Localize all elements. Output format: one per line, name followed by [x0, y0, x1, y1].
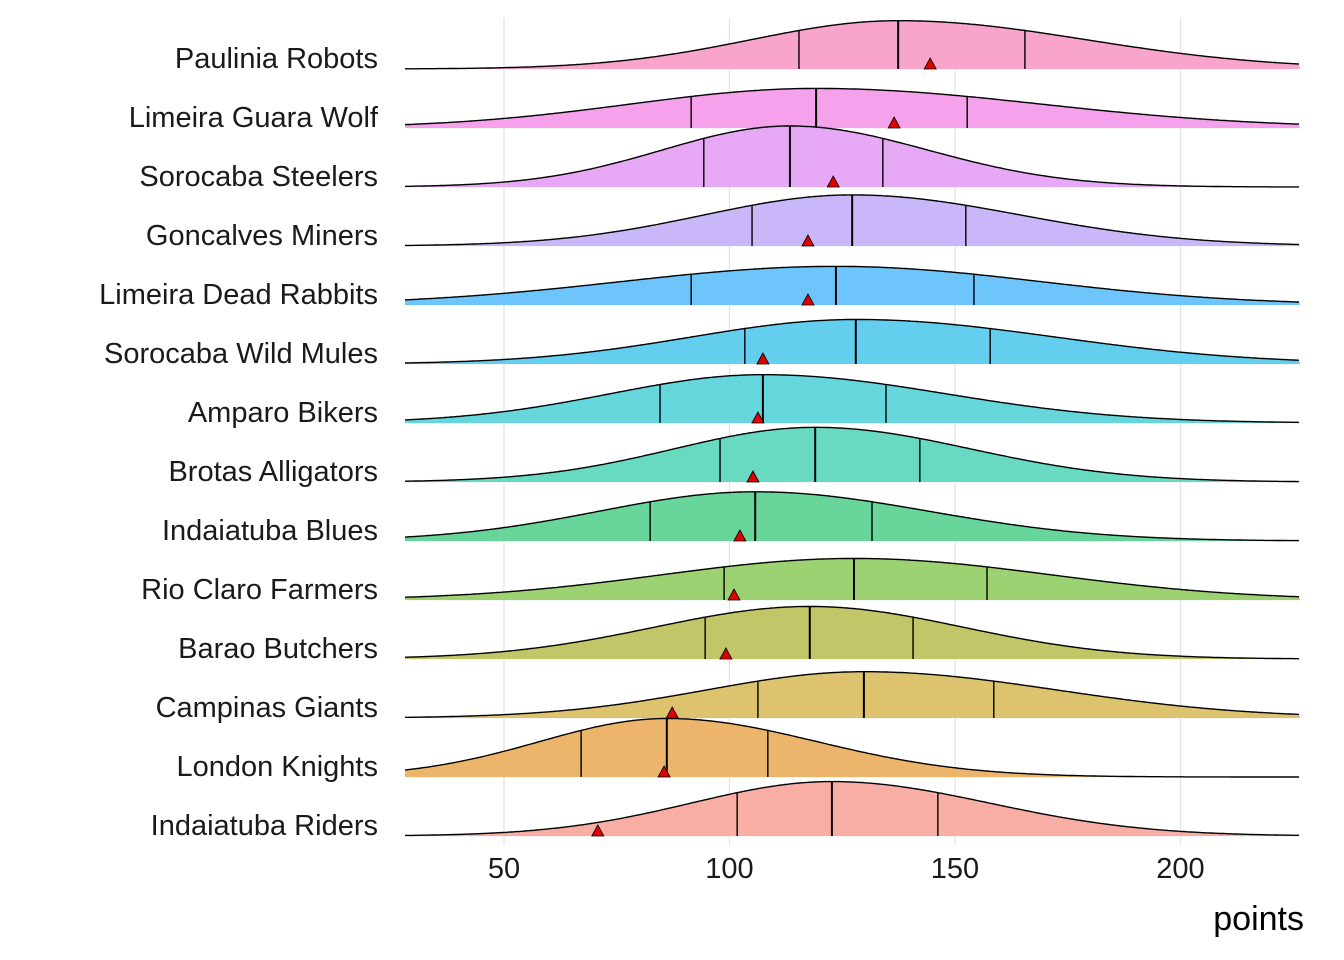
density-area: [405, 88, 1300, 128]
ridge-sorocaba-wild-mules: [404, 318, 1300, 365]
density-outline: [404, 557, 1299, 598]
density-area: [405, 491, 1300, 541]
density-area: [405, 266, 1300, 305]
point-marker: [591, 824, 605, 837]
ridge-limeira-guara-wolf: [404, 87, 1300, 129]
y-tick-label: Indaiatuba Riders: [151, 810, 378, 842]
x-axis-ticks: 50 100 150 200: [488, 853, 1205, 885]
ridge-goncalves-miners: [404, 194, 1300, 247]
density-area: [405, 781, 1300, 836]
density-outline: [404, 605, 1299, 660]
x-tick-label: 100: [705, 853, 753, 885]
density-outline: [404, 780, 1299, 837]
density-area: [405, 374, 1300, 423]
density-outline: [404, 125, 1299, 188]
density-outline: [405, 671, 1300, 718]
density-outline: [405, 20, 1300, 70]
y-tick-label: Amparo Bikers: [188, 397, 378, 429]
y-tick-label: Paulinia Robots: [175, 43, 378, 75]
y-tick-label: Limeira Dead Rabbits: [99, 279, 378, 311]
density-area: [405, 427, 1300, 482]
point-marker: [923, 57, 937, 70]
y-tick-label: Rio Claro Farmers: [141, 574, 378, 606]
point-marker: [887, 116, 901, 129]
y-tick-label: Goncalves Miners: [146, 220, 378, 252]
density-outline: [404, 194, 1300, 247]
y-axis-labels: Paulinia Robots Limeira Guara Wolf Sorocab…: [99, 43, 379, 842]
density-area: [405, 606, 1300, 659]
ridge-indaiatuba-riders: [404, 780, 1300, 837]
density-outline: [404, 318, 1299, 364]
point-marker: [756, 352, 770, 365]
ridge-rio-claro-farmers: [404, 557, 1300, 601]
point-marker: [746, 470, 760, 483]
point-marker: [733, 529, 747, 542]
y-tick-label: Campinas Giants: [156, 692, 378, 724]
ridge-brotas-alligators: [405, 426, 1300, 483]
density-area: [405, 558, 1300, 600]
ridge-limeira-dead-rabbits: [404, 265, 1300, 306]
density-area: [405, 319, 1300, 364]
point-marker: [801, 293, 815, 306]
point-marker: [826, 175, 840, 188]
density-outline: [404, 265, 1299, 303]
y-tick-label: Sorocaba Wild Mules: [104, 338, 378, 370]
density-area: [405, 126, 1300, 187]
y-tick-label: Indaiatuba Blues: [162, 515, 378, 547]
point-marker: [751, 411, 765, 424]
density-area: [405, 718, 1300, 777]
density-outline: [404, 491, 1299, 542]
density-area: [405, 20, 1300, 69]
ridge-paulinia-robots: [405, 20, 1300, 70]
y-tick-label: Sorocaba Steelers: [139, 161, 378, 193]
x-tick-label: 150: [931, 853, 979, 885]
ridge-london-knights: [404, 717, 1300, 778]
ridge-barao-butchers: [404, 605, 1300, 660]
density-outline: [404, 374, 1300, 424]
y-tick-label: Limeira Guara Wolf: [129, 102, 379, 134]
y-tick-label: London Knights: [176, 751, 378, 783]
density-area: [405, 671, 1300, 718]
x-tick-label: 200: [1156, 853, 1204, 885]
y-tick-label: Brotas Alligators: [168, 456, 378, 488]
ridge-indaiatuba-blues: [404, 491, 1300, 542]
point-marker: [719, 647, 733, 660]
point-marker: [727, 588, 741, 601]
density-outline: [404, 717, 1299, 778]
point-marker: [657, 765, 671, 778]
x-tick-label: 50: [488, 853, 520, 885]
x-axis-label: points: [1213, 900, 1304, 938]
density-outline: [404, 87, 1299, 126]
ridge-amparo-bikers: [404, 374, 1300, 424]
density-outline: [405, 426, 1299, 483]
ridge-campinas-giants: [405, 671, 1300, 719]
ridges: [404, 20, 1300, 837]
ridge-sorocaba-steelers: [404, 125, 1300, 188]
y-tick-label: Barao Butchers: [178, 633, 378, 665]
point-marker: [801, 234, 815, 247]
